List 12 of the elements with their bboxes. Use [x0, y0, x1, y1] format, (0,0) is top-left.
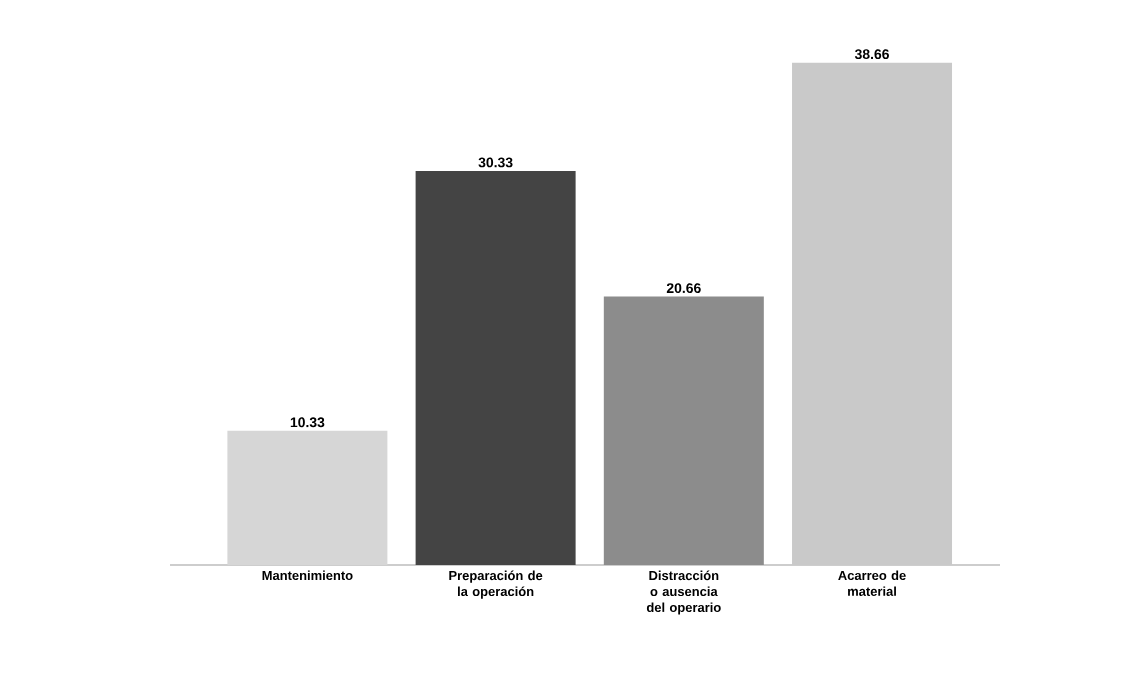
- data-label: 10.33: [290, 417, 325, 428]
- x-tick-label: Mantenimiento: [262, 570, 353, 581]
- data-label: 20.66: [666, 283, 701, 294]
- bar: [792, 62, 953, 565]
- bar: [603, 296, 764, 565]
- bar: [415, 170, 576, 565]
- data-label: 30.33: [478, 157, 513, 168]
- data-label: 38.66: [854, 49, 889, 60]
- x-tick-label: Preparación de la operación: [449, 570, 543, 599]
- x-tick-label: Acarreo de material: [838, 570, 906, 596]
- x-tick-label: Distracción o ausencia del operario: [646, 570, 721, 615]
- bar: [227, 430, 388, 565]
